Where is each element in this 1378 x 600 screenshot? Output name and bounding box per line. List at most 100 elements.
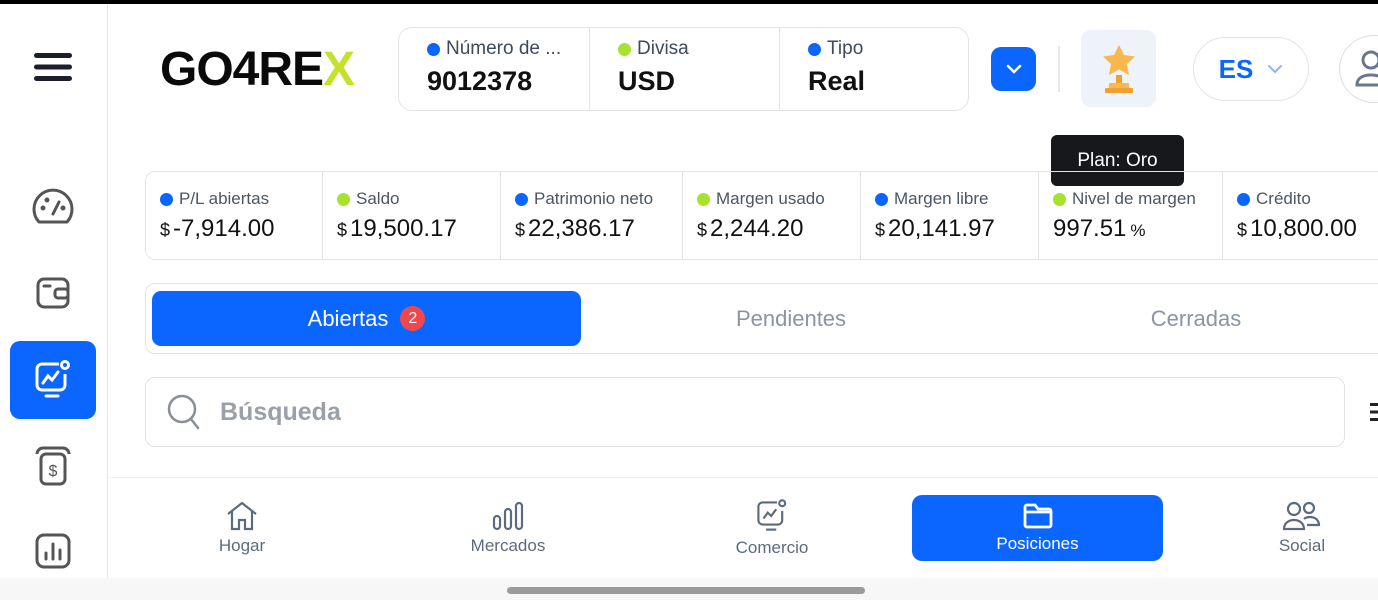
status-dot: [160, 192, 173, 206]
nav-home[interactable]: Hogar: [192, 495, 292, 561]
tab-pending[interactable]: Pendientes: [581, 291, 1001, 346]
value: 19,500.17: [350, 215, 457, 242]
chevron-down-icon: [1006, 64, 1021, 74]
currency: $: [515, 220, 526, 240]
status-dot: [515, 192, 528, 206]
account-number: Número de ... 9012378: [399, 28, 590, 110]
trophy-icon: [1102, 44, 1135, 93]
chart-monitor-icon: [35, 360, 70, 398]
nav-label: Social: [1278, 536, 1326, 555]
search-input[interactable]: [220, 397, 1120, 427]
filter-icon[interactable]: [1370, 402, 1378, 422]
value: 9012378: [427, 66, 533, 96]
count-badge: 2: [400, 306, 426, 331]
account-currency: Divisa USD: [590, 28, 780, 110]
currency: $: [697, 220, 708, 240]
label: Divisa: [637, 38, 689, 59]
currency: $: [160, 220, 171, 240]
status-dot: [875, 192, 888, 206]
wallet-icon: [36, 277, 70, 309]
stat-free-margin: Margen libre $20,141.97: [861, 172, 1039, 259]
tab-label: Abiertas: [307, 305, 389, 331]
sidebar-item-reports[interactable]: [10, 512, 96, 590]
label: Tipo: [827, 38, 864, 59]
account-stats: P/L abiertas $ -7,914.00 Saldo $19,500.17…: [145, 171, 1378, 260]
nav-markets[interactable]: Mercados: [458, 495, 558, 561]
tab-closed[interactable]: Cerradas: [991, 291, 1378, 346]
speedometer-icon: [32, 188, 74, 224]
users-icon: [1282, 501, 1321, 531]
status-dot: [337, 192, 350, 206]
bars-icon: [492, 501, 524, 531]
nav-label: Hogar: [218, 536, 266, 555]
tab-open[interactable]: Abiertas 2: [152, 291, 581, 346]
value: Real: [808, 66, 866, 96]
label: Patrimonio neto: [534, 189, 654, 208]
sidebar-item-dashboard[interactable]: [10, 169, 96, 247]
value: 997.51: [1053, 215, 1127, 242]
nav-label: Posiciones: [996, 534, 1079, 553]
tab-label: Cerradas: [1150, 305, 1242, 331]
sidebar: $: [0, 4, 108, 578]
plan-tooltip: Plan: Oro: [1051, 135, 1184, 186]
money-icon: $: [35, 446, 71, 486]
profile-button[interactable]: [1339, 35, 1378, 103]
stat-margin-level: Nivel de margen 997.51%: [1039, 172, 1223, 259]
tab-label: Pendientes: [735, 305, 847, 331]
logo: GO4REX: [160, 43, 355, 96]
label: P/L abiertas: [179, 189, 270, 208]
chevron-down-icon: [1268, 65, 1283, 74]
sidebar-item-funds[interactable]: $: [10, 427, 96, 505]
status-dot: [1053, 192, 1066, 206]
home-icon: [227, 501, 257, 531]
plan-button[interactable]: [1081, 30, 1156, 107]
sidebar-item-wallet[interactable]: [10, 254, 96, 332]
stat-open-pl: P/L abiertas $ -7,914.00: [146, 172, 323, 259]
search-icon: [167, 394, 200, 430]
currency: $: [1237, 220, 1248, 240]
menu-button[interactable]: [10, 28, 96, 106]
nav-trade[interactable]: Comercio: [722, 495, 822, 561]
language-selector[interactable]: ES: [1193, 37, 1309, 101]
folder-icon: [1023, 503, 1052, 529]
value: 10,800.00: [1250, 215, 1357, 242]
value: 20,141.97: [888, 215, 995, 242]
account-dropdown-button[interactable]: [991, 47, 1036, 91]
svg-text:$: $: [49, 463, 58, 480]
value: -7,914.00: [173, 215, 275, 242]
stat-balance: Saldo $19,500.17: [323, 172, 501, 259]
status-dot: [808, 42, 821, 56]
label: Margen libre: [894, 189, 989, 208]
stat-used-margin: Margen usado $2,244.20: [683, 172, 861, 259]
home-indicator[interactable]: [507, 587, 865, 594]
unit: %: [1130, 221, 1146, 240]
nav-positions[interactable]: Posiciones: [912, 495, 1163, 561]
bar-chart-icon: [35, 533, 71, 569]
status-bar: [0, 0, 1378, 4]
sidebar-item-trade[interactable]: [10, 341, 96, 419]
account-type: Tipo Real: [780, 28, 968, 110]
positions-tabs: Abiertas 2 Pendientes Cerradas: [145, 283, 1378, 354]
stat-equity: Patrimonio neto $22,386.17: [501, 172, 683, 259]
label: Número de ...: [446, 38, 562, 59]
value: USD: [618, 66, 676, 96]
nav-social[interactable]: Social: [1252, 495, 1352, 561]
label: Saldo: [356, 189, 400, 208]
nav-label: Mercados: [470, 536, 546, 555]
label: Crédito: [1256, 189, 1311, 208]
nav-label: Comercio: [735, 538, 809, 557]
value: 22,386.17: [528, 215, 635, 242]
hamburger-icon: [34, 53, 72, 81]
currency: $: [337, 220, 348, 240]
stat-credit: Crédito $10,800.00: [1223, 172, 1378, 259]
value: 2,244.20: [710, 215, 804, 242]
label: Margen usado: [716, 189, 825, 208]
chart-monitor-icon: [757, 499, 787, 531]
status-dot: [427, 42, 440, 56]
bottom-nav: Hogar Mercados Comercio Posiciones Socia…: [108, 477, 1378, 578]
divider: [1058, 46, 1060, 92]
status-dot: [697, 192, 710, 206]
label: Nivel de margen: [1072, 189, 1196, 208]
user-icon: [1355, 50, 1378, 87]
account-info[interactable]: Número de ... 9012378 Divisa USD Tipo Re…: [398, 27, 969, 111]
